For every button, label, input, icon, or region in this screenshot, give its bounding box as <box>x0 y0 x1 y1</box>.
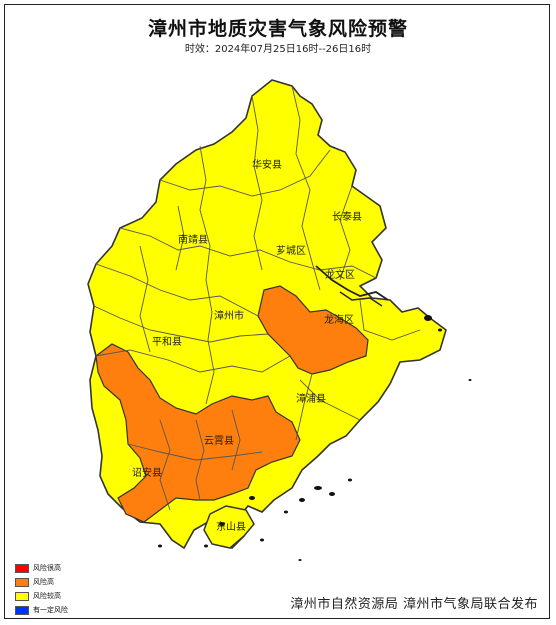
legend-item-high: 风险高 <box>15 576 68 588</box>
label-zhangzhou: 漳州市 <box>214 311 244 322</box>
legend-swatch <box>15 577 29 587</box>
estuary-line <box>339 291 383 307</box>
jiulong-river <box>315 265 389 301</box>
legend-label: 风险高 <box>33 578 54 586</box>
legend-swatch <box>15 605 29 615</box>
map-legend: 风险很高 风险高 风险较高 有一定风险 <box>15 562 68 618</box>
region-high-risk-south <box>95 343 301 523</box>
label-nanjing: 南靖县 <box>178 235 208 246</box>
label-longhai: 龙海区 <box>324 315 354 326</box>
label-zhaoan: 诏安县 <box>132 468 162 479</box>
legend-label: 有一定风险 <box>33 606 68 614</box>
map-title: 漳州市地质灾害气象风险预警 <box>147 18 408 40</box>
legend-swatch <box>15 563 29 573</box>
label-huaan: 华安县 <box>252 160 282 171</box>
label-changtai: 长泰县 <box>332 212 362 223</box>
legend-swatch <box>15 591 29 601</box>
label-pinghe: 平和县 <box>152 337 182 348</box>
township-boundaries <box>93 85 421 511</box>
legend-item-very-high: 风险很高 <box>15 562 68 574</box>
legend-item-some-risk: 有一定风险 <box>15 604 68 616</box>
label-zhangpu: 漳浦县 <box>296 394 326 405</box>
label-yunxiao: 云霄县 <box>204 436 234 447</box>
label-xiangcheng: 芗城区 <box>276 246 306 257</box>
region-high-risk-central <box>257 285 369 375</box>
dongshan-island <box>203 505 255 549</box>
legend-label: 风险较高 <box>33 592 61 600</box>
label-dongshan: 东山县 <box>216 522 246 533</box>
map-frame <box>4 4 550 619</box>
map-subtitle: 时效：2024年07月25日16时--26日16时 <box>184 44 372 55</box>
legend-item-elevated: 风险较高 <box>15 590 68 602</box>
offshore-islets <box>158 315 472 561</box>
label-longwen: 龙文区 <box>325 270 355 281</box>
publisher-credit: 漳州市自然资源局 漳州市气象局联合发布 <box>290 597 538 612</box>
legend-label: 风险很高 <box>33 564 61 572</box>
